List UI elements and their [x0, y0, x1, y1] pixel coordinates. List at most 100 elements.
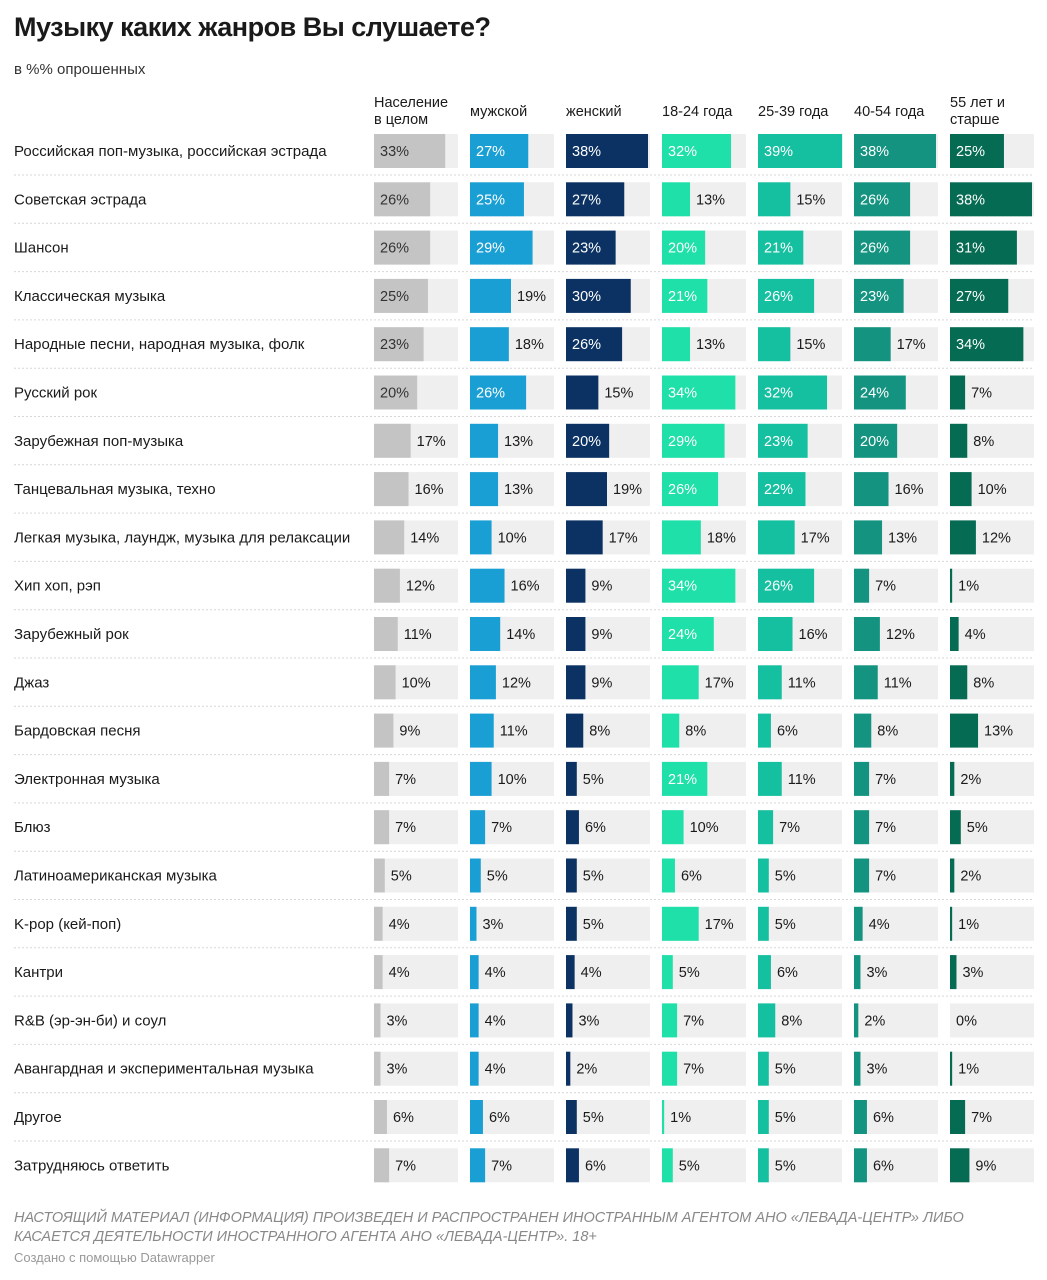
bar-track — [950, 858, 1034, 893]
value-label: 17% — [609, 530, 638, 546]
bar — [374, 906, 383, 941]
bar-track — [950, 906, 1034, 941]
row-label: Народные песни, народная музыка, фолк — [14, 336, 305, 353]
value-label: 3% — [866, 965, 887, 981]
bar-track — [470, 1003, 554, 1038]
bar — [950, 858, 955, 893]
value-label: 7% — [971, 1110, 992, 1126]
bar — [470, 278, 511, 313]
bar — [566, 858, 577, 893]
bar — [950, 1051, 953, 1086]
bar — [566, 617, 586, 651]
bar — [854, 278, 904, 313]
bar — [566, 1100, 577, 1134]
bar — [374, 1051, 381, 1086]
value-label: 8% — [781, 1013, 802, 1029]
value-label: 26% — [860, 241, 889, 257]
bar — [374, 858, 385, 893]
value-label: 7% — [683, 1062, 704, 1078]
bar-track — [374, 1100, 458, 1134]
value-label: 3% — [866, 1062, 887, 1078]
bar — [950, 134, 1004, 168]
value-label: 20% — [668, 241, 697, 257]
bar — [758, 1051, 769, 1086]
row-label: Хип хоп, рэп — [14, 578, 101, 595]
bar — [758, 810, 774, 845]
bar — [662, 182, 691, 217]
bar — [854, 665, 878, 700]
value-label: 11% — [404, 627, 432, 643]
value-label: 23% — [380, 337, 409, 353]
bar — [566, 906, 577, 941]
value-label: 15% — [604, 386, 633, 402]
bar-track — [374, 1003, 458, 1038]
value-label: 5% — [775, 1158, 796, 1174]
row-label: Зарубежная поп-музыка — [14, 433, 184, 450]
bar-track — [566, 1051, 650, 1086]
row-label: Русский рок — [14, 385, 98, 402]
row-label: Кантри — [14, 964, 63, 981]
value-label: 25% — [476, 192, 505, 208]
value-label: 1% — [958, 917, 979, 933]
bar — [374, 1148, 390, 1183]
row-label: R&B (эр-эн-би) и соул — [14, 1012, 166, 1029]
value-label: 5% — [775, 1110, 796, 1126]
bar-track — [950, 617, 1034, 651]
value-label: 16% — [511, 579, 540, 595]
value-label: 4% — [581, 965, 602, 981]
value-label: 4% — [869, 917, 890, 933]
bar — [566, 230, 616, 265]
value-label: 18% — [515, 337, 544, 353]
bar — [662, 568, 736, 603]
bar — [374, 520, 405, 555]
value-label: 26% — [476, 386, 505, 402]
bar-track — [566, 858, 650, 893]
value-label: 22% — [764, 482, 793, 498]
value-label: 3% — [386, 1013, 407, 1029]
bar — [950, 230, 1017, 265]
value-label: 25% — [956, 144, 985, 160]
bar — [662, 375, 736, 410]
bar — [758, 423, 808, 458]
value-label: 27% — [956, 289, 985, 305]
value-label: 10% — [498, 530, 527, 546]
bar-track — [566, 810, 650, 845]
row-label: Другое — [14, 1109, 62, 1126]
value-label: 2% — [864, 1013, 885, 1029]
bar — [662, 665, 699, 700]
bar — [470, 568, 505, 603]
row-label: Зарубежный рок — [14, 626, 129, 643]
bar — [854, 858, 870, 893]
bar — [758, 278, 815, 313]
bar — [758, 230, 804, 265]
row-label: Электронная музыка — [14, 771, 160, 788]
bar — [470, 472, 499, 507]
bar — [662, 906, 699, 941]
bar — [374, 1100, 387, 1134]
bar — [566, 375, 599, 410]
bar — [470, 1003, 479, 1038]
row-label: Шансон — [14, 240, 69, 257]
value-label: 6% — [585, 820, 606, 836]
bar — [950, 375, 966, 410]
value-label: 16% — [799, 627, 828, 643]
value-label: 34% — [956, 337, 985, 353]
value-label: 6% — [873, 1110, 894, 1126]
value-label: 26% — [764, 289, 793, 305]
bar — [662, 472, 719, 507]
value-label: 7% — [779, 820, 800, 836]
bar — [470, 906, 477, 941]
value-label: 21% — [668, 772, 697, 788]
value-label: 10% — [498, 772, 527, 788]
bar — [566, 1003, 573, 1038]
bar-track — [950, 810, 1034, 845]
value-label: 26% — [572, 337, 601, 353]
bar — [854, 375, 906, 410]
bar — [470, 810, 486, 845]
value-label: 5% — [583, 869, 604, 885]
value-label: 5% — [391, 869, 412, 885]
bar-track — [758, 906, 842, 941]
value-label: 26% — [860, 192, 889, 208]
value-label: 6% — [777, 724, 798, 740]
